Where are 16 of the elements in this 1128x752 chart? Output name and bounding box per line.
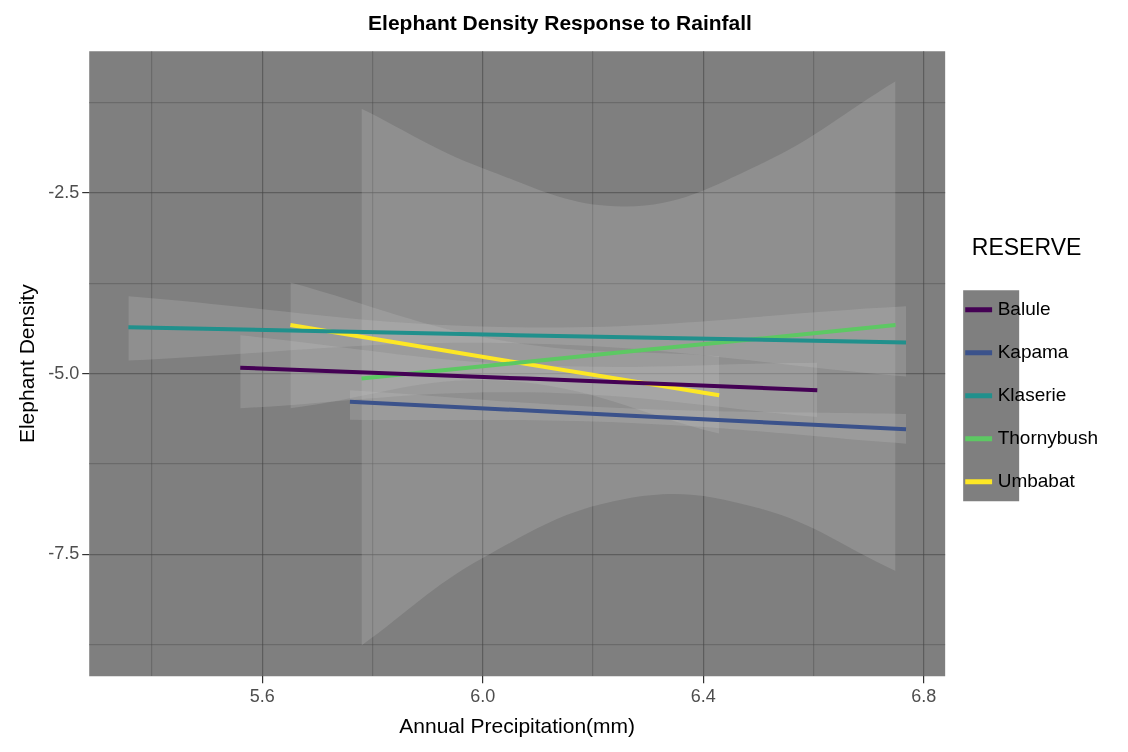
- x-tick-label: 6.4: [690, 685, 716, 706]
- y-tick-label: -5.0: [48, 362, 80, 383]
- x-axis-title: Annual Precipitation(mm): [399, 714, 636, 738]
- legend-label: Balule: [997, 298, 1051, 320]
- legend-title: RESERVE: [971, 233, 1082, 260]
- y-tick-label: -2.5: [48, 181, 80, 202]
- legend-label: Thornybush: [997, 427, 1099, 449]
- x-tick-label: 6.8: [911, 685, 937, 706]
- legend-label: Kapama: [997, 341, 1069, 363]
- y-tick-label: -7.5: [48, 543, 80, 564]
- chart-title: Elephant Density Response to Rainfall: [368, 11, 752, 35]
- legend-label: Klaserie: [997, 384, 1067, 406]
- x-tick-label: 5.6: [249, 685, 275, 706]
- x-tick-label: 6.0: [470, 685, 496, 706]
- legend-label: Umbabat: [997, 470, 1076, 492]
- y-axis-title: Elephant Density: [15, 283, 39, 444]
